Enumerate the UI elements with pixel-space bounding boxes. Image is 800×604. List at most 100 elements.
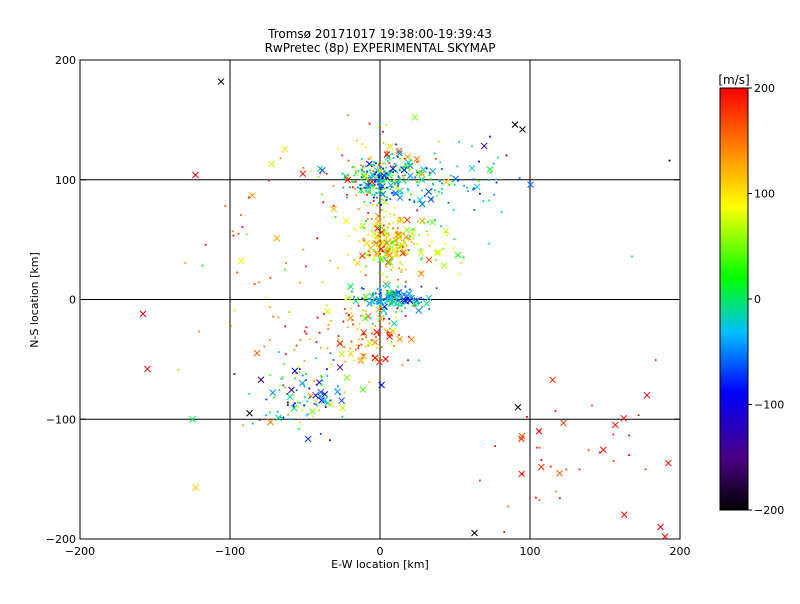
data-point-dot (371, 193, 374, 196)
data-point-dot (346, 196, 349, 199)
data-point-dot (313, 379, 316, 382)
data-point-dot (373, 194, 376, 196)
data-point-x (347, 283, 354, 290)
data-point-dot (344, 298, 347, 301)
data-point-dot (417, 302, 419, 305)
data-point-x (537, 463, 545, 471)
data-point-dot (351, 186, 354, 189)
data-point-dot (396, 303, 399, 306)
data-point-x (395, 147, 403, 155)
data-point-dot (396, 181, 398, 183)
data-point-dot (384, 329, 387, 332)
data-point-x (404, 153, 411, 161)
colorbar-tick-label: 100 (754, 188, 775, 201)
data-point-dot (381, 307, 384, 310)
data-point-dot (628, 454, 630, 456)
data-point-dot (278, 389, 281, 391)
data-point-dot (385, 266, 388, 268)
data-point-dot (303, 330, 306, 333)
data-point-dot (385, 240, 388, 242)
data-point-dot (397, 306, 400, 309)
data-point-dot (472, 178, 475, 181)
data-point-dot (316, 405, 319, 407)
data-point-dot (379, 249, 382, 252)
data-point-dot (365, 204, 368, 207)
data-point-dot (453, 183, 456, 186)
data-point-dot (233, 309, 236, 312)
data-point-dot (371, 187, 374, 190)
data-point-dot (375, 192, 378, 194)
data-point-x (269, 389, 277, 397)
data-point-dot (380, 198, 383, 201)
data-point-dot (353, 259, 356, 261)
data-point-dot (425, 230, 428, 233)
data-point-dot (374, 324, 377, 327)
colorbar-tick-label: −100 (754, 399, 784, 412)
data-point-dot (399, 217, 401, 219)
data-point-x (343, 374, 351, 381)
data-point-dot (371, 332, 373, 335)
data-point-dot (462, 256, 465, 259)
data-point-x (357, 186, 365, 194)
data-point-dot (269, 277, 272, 279)
data-point-dot (293, 377, 296, 380)
data-point-dot (383, 251, 386, 254)
data-point-dot (381, 177, 384, 180)
data-point-x (454, 251, 462, 259)
data-point-dot (355, 194, 358, 197)
data-point-dot (392, 165, 395, 168)
data-point-dot (578, 468, 581, 471)
data-point-dot (540, 459, 543, 461)
data-point-dot (363, 239, 365, 242)
data-point-dot (396, 299, 399, 301)
data-point-dot (382, 243, 385, 246)
data-point-dot (448, 183, 451, 186)
data-point-dot (382, 250, 385, 253)
data-point-dot (432, 183, 434, 186)
data-point-dot (269, 411, 271, 414)
data-point-dot (268, 179, 270, 182)
data-point-dot (184, 262, 187, 264)
data-point-x (318, 166, 326, 174)
data-point-dot (389, 298, 392, 300)
data-point-dot (379, 318, 381, 321)
data-point-x (611, 421, 619, 429)
data-point-x (336, 363, 344, 371)
data-point-dot (387, 254, 389, 257)
data-point-x (390, 319, 398, 327)
data-point-dot (386, 177, 389, 180)
data-point-dot (399, 157, 401, 160)
colorbar-tick-label: −200 (754, 504, 784, 517)
data-point-dot (346, 326, 349, 329)
data-point-dot (400, 263, 403, 265)
data-point-dot (309, 170, 312, 172)
data-point-dot (288, 311, 291, 313)
data-point-dot (386, 196, 388, 199)
data-point-x (535, 427, 543, 435)
data-point-dot (372, 293, 374, 296)
data-point-dot (376, 204, 378, 207)
data-point-dot (412, 242, 415, 245)
data-point-x (386, 258, 394, 266)
data-point-dot (355, 139, 358, 142)
data-point-dot (356, 174, 359, 177)
data-point-dot (382, 141, 385, 144)
data-point-dot (370, 217, 373, 220)
data-point-x (304, 435, 312, 443)
data-point-dot (363, 181, 365, 184)
data-point-dot (654, 359, 657, 361)
data-point-dot (198, 330, 201, 333)
data-point-x (599, 446, 607, 454)
data-point-dot (381, 273, 384, 276)
data-point-dot (354, 180, 357, 183)
data-point-dot (422, 179, 425, 182)
data-point-dot (298, 371, 301, 373)
data-point-dot (286, 401, 289, 404)
data-point-dot (325, 304, 328, 307)
data-point-x (359, 252, 366, 260)
data-point-dot (311, 415, 314, 418)
data-point-dot (247, 196, 250, 199)
data-point-dot (376, 288, 379, 290)
data-point-x (440, 262, 448, 269)
data-point-dot (308, 387, 311, 390)
